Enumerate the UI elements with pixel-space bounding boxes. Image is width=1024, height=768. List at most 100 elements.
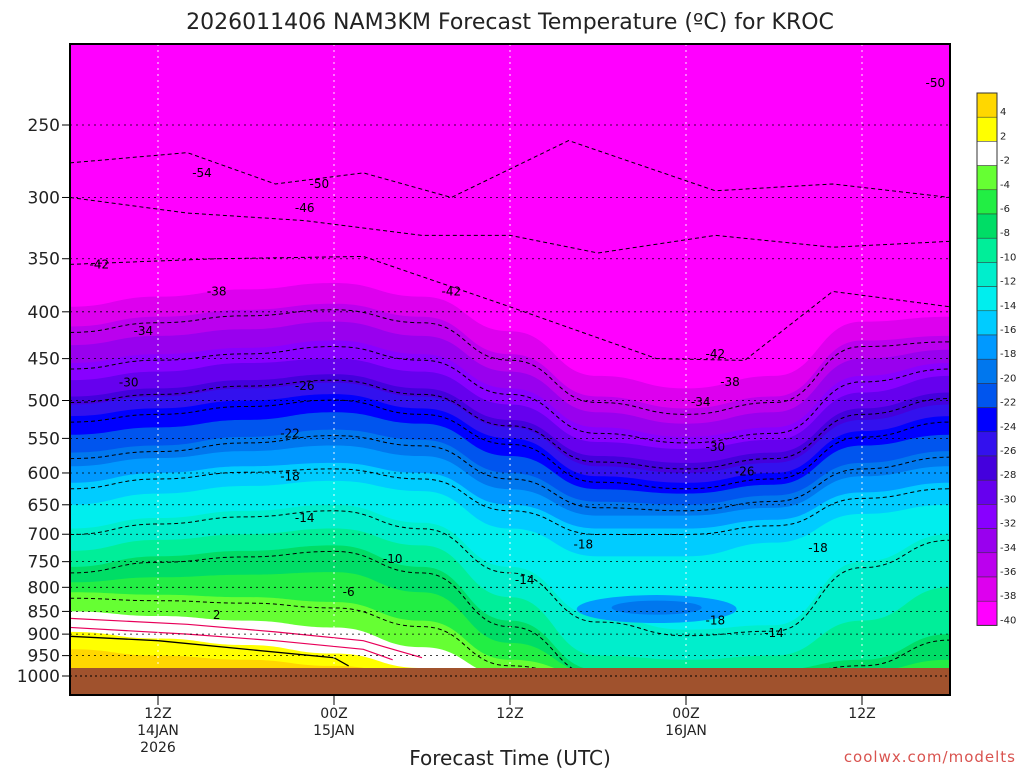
contour-label: -30 [706, 440, 726, 454]
contour-label: -14 [295, 511, 315, 525]
colorbar-label: -30 [1000, 494, 1016, 505]
colorbar-swatch [976, 262, 998, 287]
y-tick-label: 350 [28, 250, 60, 270]
colorbar-swatch [976, 358, 998, 384]
colorbar-label: -4 [1000, 180, 1010, 191]
contour-line [70, 468, 950, 536]
contour-line [70, 309, 950, 415]
contour-label: -26 [735, 465, 755, 479]
colorbar-label: -32 [1000, 519, 1016, 530]
plot-area: -50 -54 -50 -46 -42 -42 -38 -34 -42 -30 -26 -38 -34 -… [69, 43, 951, 696]
colorbar-swatch [976, 528, 998, 554]
colorbar-label: -20 [1000, 373, 1016, 384]
contour-label: -14 [515, 573, 535, 587]
x-tick-label: 15JAN [313, 723, 355, 739]
contour-line [70, 255, 950, 361]
colorbar-swatch [976, 92, 998, 118]
contour-label: -34 [691, 395, 711, 409]
contour-label: -18 [706, 614, 726, 628]
contour-label: -30 [119, 376, 139, 390]
contour-label: -50 [926, 76, 946, 90]
contour-label: -18 [280, 469, 300, 483]
y-tick-label: 1000 [17, 667, 60, 687]
contour-label: -6 [343, 585, 355, 599]
y-tick-label: 850 [28, 602, 60, 622]
y-tick-label: 700 [28, 525, 60, 545]
freezing-line [70, 635, 349, 667]
colorbar-border [976, 92, 998, 626]
contour-label: -46 [295, 201, 315, 215]
contour-label: -38 [207, 284, 227, 298]
colorbar-swatch [976, 504, 998, 529]
contour-line [70, 196, 950, 254]
colorbar-swatch [976, 310, 998, 336]
y-tick-label: 250 [28, 116, 60, 136]
colorbar-label: -14 [1000, 301, 1016, 312]
colorbar-label: -8 [1000, 228, 1010, 239]
y-tick-label: 750 [28, 553, 60, 573]
colorbar-label: -12 [1000, 277, 1016, 288]
colorbar-swatch [976, 189, 998, 215]
y-tick-label: 600 [28, 464, 60, 484]
colorbar-swatch [976, 116, 998, 142]
x-tick-label: 00Z [320, 706, 347, 722]
contour-label: -26 [295, 379, 315, 393]
x-tick-label: 14JAN [137, 723, 179, 739]
colorbar-label: -24 [1000, 422, 1016, 433]
colorbar-label: -40 [1000, 615, 1016, 626]
contour-line [70, 346, 950, 444]
contour-label: -34 [134, 324, 154, 338]
colorbar-label: -38 [1000, 591, 1016, 602]
y-tick-label: 650 [28, 496, 60, 516]
contour-label: -14 [764, 626, 784, 640]
colorbar-label: -26 [1000, 446, 1016, 457]
colorbar-label: -18 [1000, 349, 1016, 360]
colorbar-swatch [976, 334, 998, 360]
grid-lines [70, 44, 950, 695]
contour-label: -42 [90, 257, 110, 271]
y-tick-label: 900 [28, 625, 60, 645]
y-tick-label: 500 [28, 392, 60, 412]
contour-label: -38 [720, 375, 740, 389]
colorbar-label: -6 [1000, 204, 1010, 215]
contour-label: -22 [280, 426, 300, 440]
colorbar-label: -34 [1000, 543, 1016, 554]
colorbar-swatch [976, 407, 998, 433]
x-tick-label: 12Z [496, 706, 523, 722]
contour-lines [70, 140, 950, 683]
x-axis-label: Forecast Time (UTC) [409, 746, 611, 768]
surface-band [70, 668, 950, 695]
y-tick-label: 950 [28, 647, 60, 667]
colorbar-swatch [976, 237, 998, 263]
colorbar-label: -10 [1000, 252, 1016, 263]
colorbar-swatch [976, 383, 998, 408]
contour-label: -54 [192, 166, 212, 180]
credit-text: coolwx.com/modelts [844, 748, 1016, 766]
pressure-axis: 250 300 350 400 450 500 550 600 650 700 750 800 850 9… [17, 116, 70, 687]
colorbar-swatch [976, 552, 998, 578]
colorbar-swatch [976, 479, 998, 505]
chart-title: 2026011406 NAM3KM Forecast Temperature (… [186, 10, 834, 35]
x-tick-label: 12Z [144, 706, 171, 722]
contour-line [70, 435, 950, 512]
colorbar-label: 2 [1000, 131, 1006, 142]
colorbar-swatch [976, 576, 998, 602]
y-tick-label: 550 [28, 429, 60, 449]
colorbar-label: -22 [1000, 398, 1016, 409]
y-tick-label: 800 [28, 578, 60, 598]
contour-label: 2 [213, 608, 221, 622]
cold-pocket-core [611, 600, 702, 615]
contour-line [70, 140, 950, 198]
contour-line [70, 399, 950, 490]
contour-line [70, 379, 950, 470]
colorbar-swatch [976, 455, 998, 481]
colorbar-label: -2 [1000, 156, 1010, 167]
x-tick-label: 16JAN [665, 723, 707, 739]
x-tick-label: 00Z [672, 706, 699, 722]
contour-label: -42 [442, 284, 462, 298]
contour-line [70, 510, 950, 637]
colorbar-label: -16 [1000, 325, 1016, 336]
colorbar-swatch [976, 600, 998, 626]
